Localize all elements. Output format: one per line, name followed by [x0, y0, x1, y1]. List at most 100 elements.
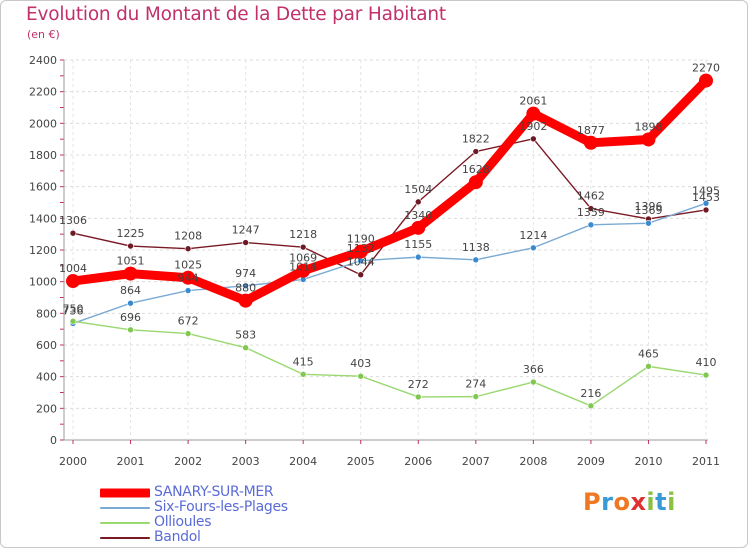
data-point-ollioules-2009 — [587, 402, 595, 410]
x-tick-label-2002: 2002 — [174, 455, 202, 468]
logo-letter: t — [655, 488, 668, 516]
legend-label-ollioules: Ollioules — [154, 514, 212, 530]
x-tick-label-2011: 2011 — [692, 455, 720, 468]
data-point-sanary-sur-mer-2009 — [583, 135, 598, 150]
logo-letter: o — [613, 488, 631, 516]
data-label-six-fours-les-plages-2001: 864 — [120, 284, 141, 297]
legend-item-six-fours-les-plages: Six-Fours-les-Plages — [100, 500, 400, 515]
proxiti-logo: Proxiti — [583, 488, 676, 516]
data-point-six-fours-les-plages-2009 — [587, 221, 595, 229]
data-label-bandol-2006: 1504 — [404, 183, 432, 196]
data-label-sanary-sur-mer-2008: 2061 — [519, 95, 547, 108]
data-label-bandol-2005: 1044 — [347, 256, 375, 269]
series-line-ollioules — [72, 320, 707, 407]
data-point-sanary-sur-mer-2002 — [181, 270, 196, 285]
y-tick-label-1000: 1000 — [29, 276, 57, 289]
data-label-six-fours-les-plages-2010: 1369 — [634, 204, 662, 217]
data-label-ollioules-2011: 410 — [696, 356, 717, 369]
data-label-ollioules-2000: 750 — [63, 302, 84, 315]
y-tick-label-600: 600 — [36, 339, 57, 352]
logo-letter: i — [646, 488, 656, 516]
chart-title: Evolution du Montant de la Dette par Hab… — [26, 4, 446, 25]
data-label-sanary-sur-mer-2009: 1877 — [577, 124, 605, 137]
data-point-ollioules-2002 — [184, 330, 192, 337]
data-label-sanary-sur-mer-2011: 2270 — [692, 62, 720, 75]
data-point-six-fours-les-plages-2010 — [645, 219, 652, 227]
data-point-bandol-2000 — [69, 229, 77, 237]
data-label-ollioules-2009: 216 — [580, 387, 601, 400]
data-point-sanary-sur-mer-2008 — [526, 106, 541, 121]
y-tick-label-2200: 2200 — [29, 86, 57, 99]
data-point-bandol-2002 — [184, 245, 192, 253]
data-point-bandol-2004 — [299, 243, 307, 251]
x-tick-label-2008: 2008 — [519, 455, 547, 468]
data-label-six-fours-les-plages-2007: 1138 — [462, 241, 490, 254]
data-point-ollioules-2005 — [357, 372, 365, 380]
legend-swatch-six-fours-les-plages — [100, 506, 150, 509]
data-label-sanary-sur-mer-2006: 1340 — [404, 209, 432, 222]
data-point-sanary-sur-mer-2011 — [699, 73, 713, 88]
logo-letter: P — [583, 488, 602, 516]
data-label-sanary-sur-mer-2007: 1628 — [462, 163, 490, 176]
data-point-ollioules-2008 — [530, 378, 537, 386]
data-point-six-fours-les-plages-2008 — [530, 244, 537, 252]
data-point-ollioules-2004 — [299, 370, 307, 378]
data-label-ollioules-2001: 696 — [120, 311, 141, 324]
data-point-six-fours-les-plages-2007 — [472, 256, 480, 264]
y-tick-label-800: 800 — [36, 307, 57, 320]
data-label-ollioules-2003: 583 — [235, 329, 256, 342]
data-label-ollioules-2004: 415 — [293, 355, 314, 368]
data-point-ollioules-2007 — [472, 393, 480, 400]
chart-legend: SANARY-SUR-MER Six-Fours-les-Plages Olliou… — [100, 485, 400, 545]
data-label-ollioules-2006: 272 — [408, 378, 429, 391]
series-line-six-fours-les-plages — [72, 202, 707, 325]
logo-letter: r — [601, 488, 614, 516]
data-label-six-fours-les-plages-2006: 1155 — [404, 238, 432, 251]
data-point-bandol-2006 — [414, 198, 422, 206]
data-point-sanary-sur-mer-2005 — [353, 244, 368, 259]
data-label-bandol-2008: 1902 — [519, 120, 547, 133]
data-label-sanary-sur-mer-2001: 1051 — [117, 255, 145, 268]
y-tick-label-1200: 1200 — [29, 244, 57, 257]
x-tick-label-2004: 2004 — [289, 455, 317, 468]
data-label-ollioules-2002: 672 — [178, 315, 199, 328]
legend-item-ollioules: Ollioules — [100, 515, 400, 530]
x-tick-label-2001: 2001 — [117, 455, 145, 468]
x-tick-label-2003: 2003 — [232, 455, 260, 468]
data-point-sanary-sur-mer-2003 — [238, 293, 253, 308]
legend-swatch-ollioules — [100, 521, 150, 524]
y-tick-label-2000: 2000 — [29, 117, 57, 130]
x-tick-label-2005: 2005 — [347, 455, 375, 468]
legend-swatch-sanary-sur-mer — [100, 488, 150, 497]
data-label-sanary-sur-mer-2002: 1025 — [174, 259, 202, 272]
legend-label-six-fours-les-plages: Six-Fours-les-Plages — [154, 499, 288, 515]
x-tick-label-2006: 2006 — [404, 455, 432, 468]
data-point-sanary-sur-mer-2000 — [66, 274, 80, 289]
data-label-bandol-2004: 1218 — [289, 228, 317, 241]
data-label-sanary-sur-mer-2004: 1069 — [289, 252, 317, 265]
data-point-six-fours-les-plages-2001 — [127, 299, 134, 307]
y-tick-label-0: 0 — [50, 434, 57, 447]
data-label-six-fours-les-plages-2000: 736 — [63, 304, 84, 317]
data-label-ollioules-2005: 403 — [350, 357, 371, 370]
data-point-bandol-2007 — [472, 148, 480, 155]
data-label-six-fours-les-plages-2004: 1014 — [289, 260, 317, 273]
legend-label-sanary-sur-mer: SANARY-SUR-MER — [154, 484, 274, 500]
data-point-sanary-sur-mer-2004 — [296, 263, 311, 278]
data-label-bandol-2007: 1822 — [462, 133, 490, 146]
data-point-six-fours-les-plages-2003 — [242, 282, 249, 290]
data-point-sanary-sur-mer-2001 — [123, 266, 138, 281]
y-tick-label-1400: 1400 — [29, 212, 57, 225]
data-point-ollioules-2010 — [645, 363, 652, 370]
x-tick-label-2010: 2010 — [634, 455, 662, 468]
data-point-bandol-2009 — [587, 205, 595, 212]
data-label-sanary-sur-mer-2003: 880 — [235, 282, 256, 295]
data-point-ollioules-2000 — [69, 317, 77, 325]
data-label-ollioules-2007: 274 — [465, 378, 486, 391]
data-label-bandol-2001: 1225 — [117, 227, 145, 240]
data-point-six-fours-les-plages-2006 — [414, 253, 422, 261]
logo-letter: x — [630, 488, 647, 516]
data-label-sanary-sur-mer-2005: 1190 — [347, 233, 375, 246]
data-label-ollioules-2008: 366 — [523, 363, 544, 376]
